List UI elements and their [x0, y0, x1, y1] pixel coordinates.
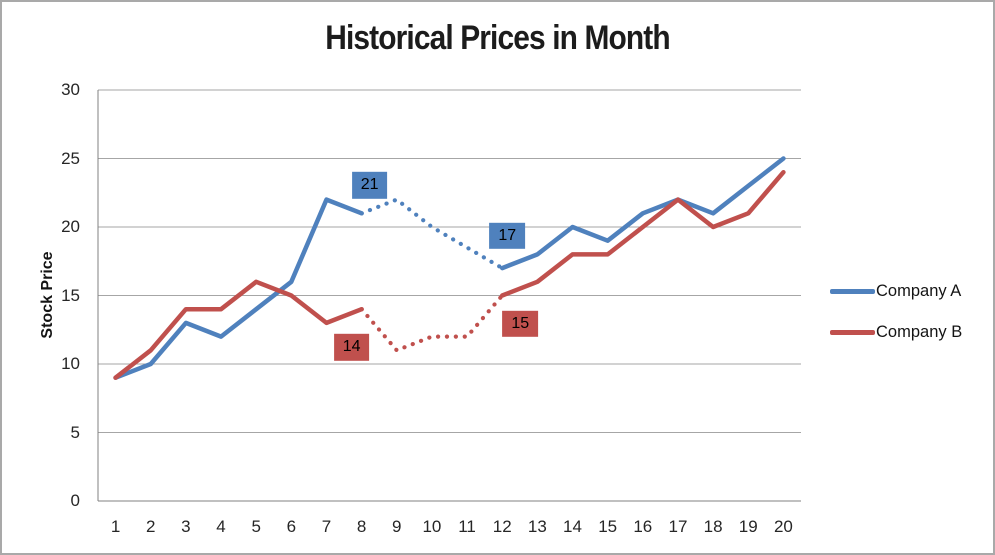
- x-tick-label: 1: [110, 517, 121, 536]
- legend-item: Company B: [830, 312, 962, 353]
- data-label: 15: [502, 310, 539, 337]
- y-tick-label: 5: [70, 422, 80, 442]
- legend: Company A Company B: [830, 271, 962, 353]
- x-tick-label: 5: [251, 517, 261, 536]
- chart-title: Historical Prices in Month: [325, 19, 670, 57]
- x-tick-label: 17: [668, 517, 688, 536]
- x-tick-label: 9: [392, 517, 402, 536]
- x-tick-label: 10: [422, 517, 442, 536]
- x-tick-label: 18: [703, 517, 723, 536]
- x-tick-label: 20: [773, 517, 793, 536]
- data-label: 14: [333, 333, 370, 361]
- legend-label: Company A: [876, 282, 962, 300]
- x-tick-label: 3: [181, 517, 191, 536]
- x-tick-label: 16: [633, 517, 653, 536]
- x-tick-label: 13: [527, 517, 547, 536]
- legend-line-swatch: [830, 330, 875, 335]
- y-tick-label: 0: [70, 491, 80, 510]
- x-tick-label: 6: [286, 517, 297, 536]
- y-tick-label: 30: [61, 80, 80, 99]
- series-line-company-a: [359, 197, 505, 271]
- series-line-company-a: [499, 156, 786, 271]
- data-label: 17: [489, 222, 526, 250]
- series-line-company-b: [499, 169, 786, 298]
- x-tick-label: 4: [216, 517, 226, 536]
- y-tick-label: 10: [61, 354, 80, 373]
- legend-line-swatch: [830, 289, 875, 294]
- legend-item: Company A: [830, 271, 962, 312]
- series-line-company-b: [359, 293, 505, 353]
- x-tick-label: 15: [598, 517, 618, 536]
- series-line-company-a: [113, 197, 364, 380]
- x-tick-label: 19: [738, 517, 758, 536]
- series-line-company-b: [113, 279, 364, 380]
- x-tick-label: 11: [458, 517, 476, 536]
- legend-label: Company B: [876, 323, 963, 341]
- x-tick-label: 14: [563, 517, 582, 536]
- x-tick-label: 2: [145, 517, 156, 536]
- x-tick-label: 8: [356, 517, 367, 536]
- y-tick-label: 15: [61, 285, 80, 305]
- x-tick-label: 7: [321, 517, 332, 536]
- y-tick-label: 25: [61, 148, 80, 168]
- x-tick-label: 12: [492, 517, 512, 536]
- data-label: 21: [351, 172, 388, 199]
- y-tick-label: 20: [61, 217, 80, 236]
